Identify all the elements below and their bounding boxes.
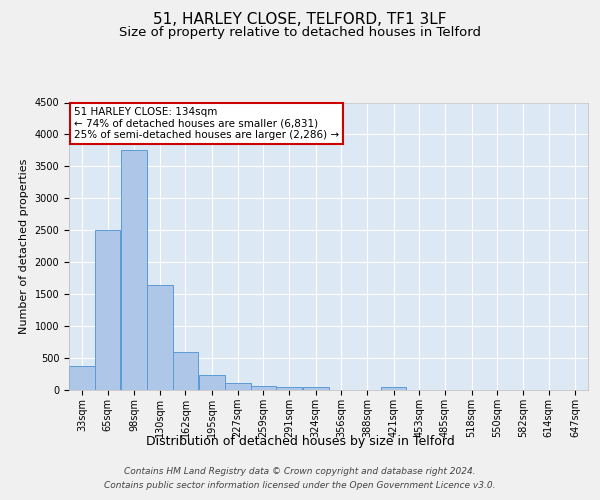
Text: 51, HARLEY CLOSE, TELFORD, TF1 3LF: 51, HARLEY CLOSE, TELFORD, TF1 3LF	[153, 12, 447, 28]
Bar	[95, 230, 121, 390]
Bar	[121, 150, 147, 390]
Bar	[69, 366, 95, 390]
Text: Contains HM Land Registry data © Crown copyright and database right 2024.: Contains HM Land Registry data © Crown c…	[124, 468, 476, 476]
Bar	[173, 352, 199, 390]
Y-axis label: Number of detached properties: Number of detached properties	[19, 158, 29, 334]
Text: Contains public sector information licensed under the Open Government Licence v3: Contains public sector information licen…	[104, 481, 496, 490]
Bar	[147, 284, 173, 390]
Bar	[199, 374, 225, 390]
Text: 51 HARLEY CLOSE: 134sqm
← 74% of detached houses are smaller (6,831)
25% of semi: 51 HARLEY CLOSE: 134sqm ← 74% of detache…	[74, 107, 340, 140]
Text: Size of property relative to detached houses in Telford: Size of property relative to detached ho…	[119, 26, 481, 39]
Text: Distribution of detached houses by size in Telford: Distribution of detached houses by size …	[146, 435, 454, 448]
Bar	[251, 386, 276, 390]
Bar	[381, 387, 406, 390]
Bar	[303, 387, 329, 390]
Bar	[276, 387, 302, 390]
Bar	[225, 383, 251, 390]
